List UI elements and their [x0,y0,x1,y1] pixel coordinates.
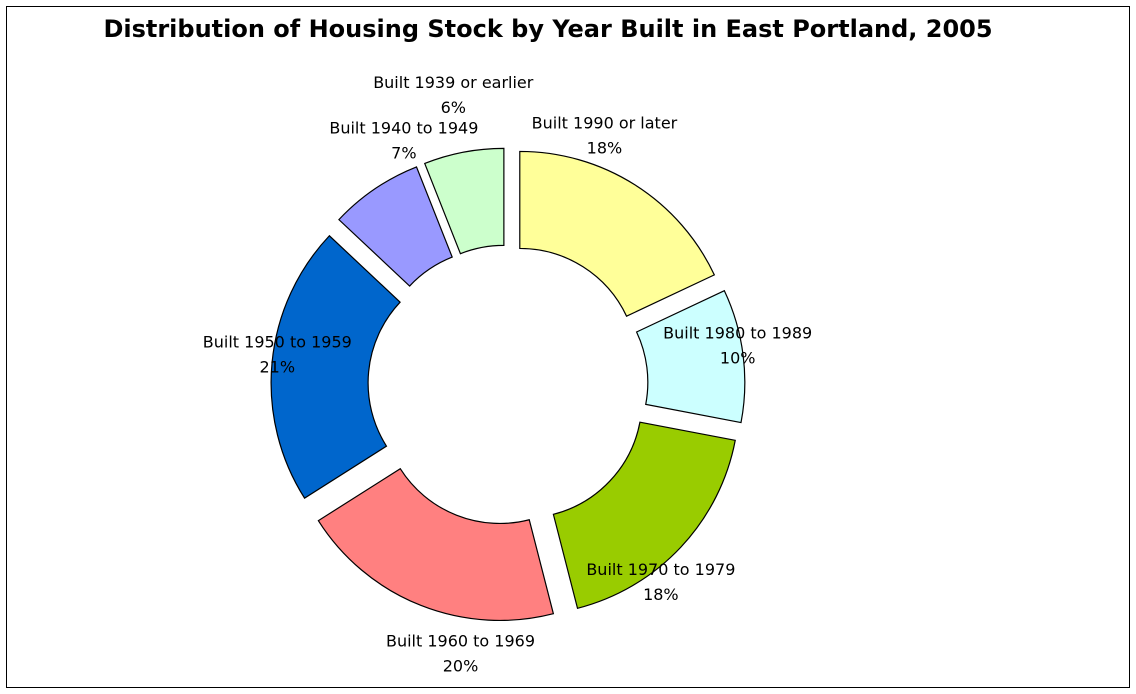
chart-title: Distribution of Housing Stock by Year Bu… [103,15,993,43]
data-label: Built 1940 to 1949 7% [329,118,478,162]
donut-slice [552,421,736,610]
label-category: Built 1960 to 1969 [386,631,535,650]
data-label: Built 1960 to 1969 20% [386,631,535,675]
data-label: Built 1950 to 1959 21% [203,333,352,377]
data-label: Built 1970 to 1979 18% [586,560,735,604]
label-category: Built 1970 to 1979 [586,560,735,579]
label-value: 20% [443,656,479,675]
label-category: Built 1990 or later [532,113,678,132]
data-label: Built 1990 or later 18% [532,113,678,157]
label-value: 21% [260,358,296,377]
donut-slice [338,166,453,287]
label-category: Built 1980 to 1989 [663,323,812,342]
donut-slice [270,234,401,499]
donut-slice [635,289,746,424]
label-category: Built 1940 to 1949 [329,118,478,137]
label-value: 7% [391,143,416,162]
label-category: Built 1939 or earlier [373,73,534,92]
label-value: 18% [587,138,623,157]
chart-frame [6,6,1130,688]
donut-slice [519,150,716,317]
label-value: 10% [720,348,756,367]
label-value: 6% [441,98,466,117]
data-label: Built 1939 or earlier 6% [373,73,534,117]
data-label: Built 1980 to 1989 10% [663,323,812,367]
donut-slice [317,467,555,622]
donut-slice [423,147,505,255]
label-value: 18% [643,585,679,604]
label-category: Built 1950 to 1959 [203,333,352,352]
